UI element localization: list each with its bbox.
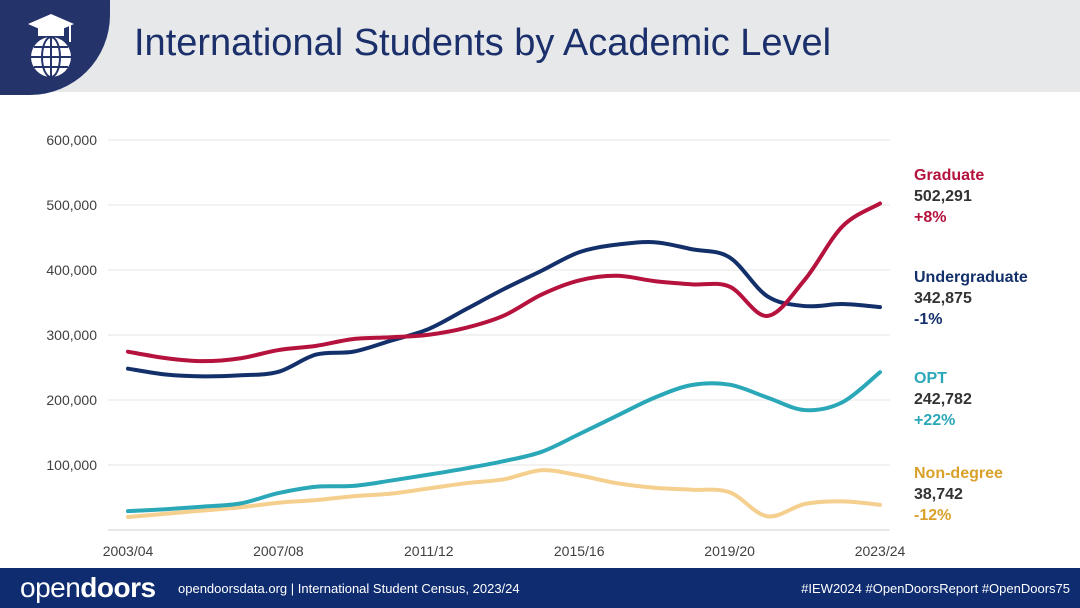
x-tick-label: 2019/20 (704, 543, 755, 559)
source-text: opendoorsdata.org | International Studen… (178, 581, 520, 596)
x-tick-label: 2015/16 (554, 543, 605, 559)
series-change: +8% (914, 209, 946, 226)
x-tick-label: 2023/24 (855, 543, 906, 559)
x-tick-label: 2011/12 (404, 543, 454, 559)
series-last-value: 502,291 (914, 188, 972, 205)
opendoors-logo: opendoors (20, 572, 156, 603)
page-title: International Students by Academic Level (134, 22, 832, 64)
y-tick-label: 600,000 (46, 132, 97, 148)
series-last-value: 342,875 (914, 290, 972, 307)
series-label: Graduate (914, 167, 984, 184)
header: International Students by Academic Level (0, 0, 1080, 95)
series-line-non-degree (126, 468, 882, 519)
series-line-opt (126, 370, 882, 514)
x-tick-label: 2007/08 (253, 543, 304, 559)
series-line-graduate (126, 201, 882, 364)
y-tick-label: 100,000 (46, 457, 97, 473)
y-tick-label: 500,000 (46, 197, 97, 213)
series-last-value: 38,742 (914, 486, 963, 503)
x-tick-label: 2003/04 (103, 543, 154, 559)
hashtags: #IEW2024 #OpenDoorsReport #OpenDoors75 (801, 581, 1070, 596)
series-change: -1% (914, 311, 942, 328)
series-change: +22% (914, 412, 955, 429)
y-tick-label: 300,000 (46, 327, 97, 343)
series-label: Undergraduate (914, 269, 1028, 286)
y-tick-label: 400,000 (46, 262, 97, 278)
y-tick-label: 200,000 (46, 392, 97, 408)
footer: opendoors opendoorsdata.org | Internatio… (0, 568, 1080, 608)
series-last-value: 242,782 (914, 391, 972, 408)
series-change: -12% (914, 507, 951, 524)
series-label: Non-degree (914, 465, 1003, 482)
line-chart: 100,000 200,000 300,000 400,000 500,000 600,0… (46, 132, 1028, 559)
graduation-globe-icon (28, 14, 74, 78)
series-line-undergraduate (126, 240, 882, 379)
series-label: OPT (914, 370, 947, 387)
